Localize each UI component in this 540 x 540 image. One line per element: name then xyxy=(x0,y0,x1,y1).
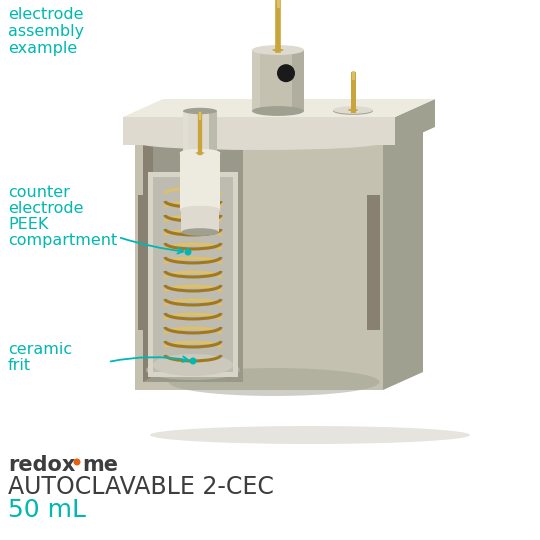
Polygon shape xyxy=(123,117,395,145)
Polygon shape xyxy=(292,50,304,111)
Polygon shape xyxy=(252,50,304,111)
Ellipse shape xyxy=(333,106,373,114)
Polygon shape xyxy=(123,99,435,117)
Polygon shape xyxy=(148,172,238,377)
Ellipse shape xyxy=(153,354,233,376)
Polygon shape xyxy=(383,117,423,390)
Ellipse shape xyxy=(252,45,304,55)
Ellipse shape xyxy=(272,49,284,51)
Text: 50 mL: 50 mL xyxy=(8,498,86,522)
Ellipse shape xyxy=(183,108,217,114)
Ellipse shape xyxy=(252,106,304,116)
Polygon shape xyxy=(135,117,423,135)
Ellipse shape xyxy=(137,136,381,150)
Text: frit: frit xyxy=(8,358,31,373)
Ellipse shape xyxy=(333,107,373,115)
Polygon shape xyxy=(153,177,233,372)
Text: counter: counter xyxy=(8,185,70,200)
Ellipse shape xyxy=(183,162,217,168)
Text: assembly: assembly xyxy=(8,24,84,39)
Polygon shape xyxy=(135,135,383,390)
Text: example: example xyxy=(8,41,77,56)
Polygon shape xyxy=(395,99,435,145)
Text: me: me xyxy=(82,455,118,475)
Polygon shape xyxy=(138,195,151,330)
Polygon shape xyxy=(143,136,153,382)
Polygon shape xyxy=(143,142,243,382)
Ellipse shape xyxy=(146,360,240,380)
Polygon shape xyxy=(367,195,380,330)
Polygon shape xyxy=(181,210,219,232)
Polygon shape xyxy=(364,110,373,111)
Circle shape xyxy=(73,458,80,465)
Text: electrode: electrode xyxy=(8,201,84,216)
Circle shape xyxy=(185,248,192,255)
Polygon shape xyxy=(252,50,260,111)
Ellipse shape xyxy=(181,228,219,236)
Circle shape xyxy=(277,64,295,82)
Text: ceramic: ceramic xyxy=(8,342,72,357)
Text: compartment: compartment xyxy=(8,233,117,248)
Ellipse shape xyxy=(180,206,220,214)
Polygon shape xyxy=(180,153,220,210)
Ellipse shape xyxy=(180,148,220,157)
Text: PEEK: PEEK xyxy=(8,217,49,232)
Polygon shape xyxy=(210,111,217,165)
Polygon shape xyxy=(333,110,373,111)
Ellipse shape xyxy=(276,1,280,2)
Text: AUTOCLAVABLE 2-CEC: AUTOCLAVABLE 2-CEC xyxy=(8,475,274,499)
Ellipse shape xyxy=(348,109,358,111)
Text: electrode: electrode xyxy=(8,7,84,22)
Ellipse shape xyxy=(195,152,204,154)
Polygon shape xyxy=(183,111,217,165)
Ellipse shape xyxy=(150,426,470,444)
Ellipse shape xyxy=(199,113,201,114)
Polygon shape xyxy=(333,110,339,111)
Polygon shape xyxy=(183,111,188,165)
Ellipse shape xyxy=(168,368,380,396)
Ellipse shape xyxy=(352,72,355,73)
Text: redox: redox xyxy=(8,455,76,475)
Circle shape xyxy=(190,357,197,364)
